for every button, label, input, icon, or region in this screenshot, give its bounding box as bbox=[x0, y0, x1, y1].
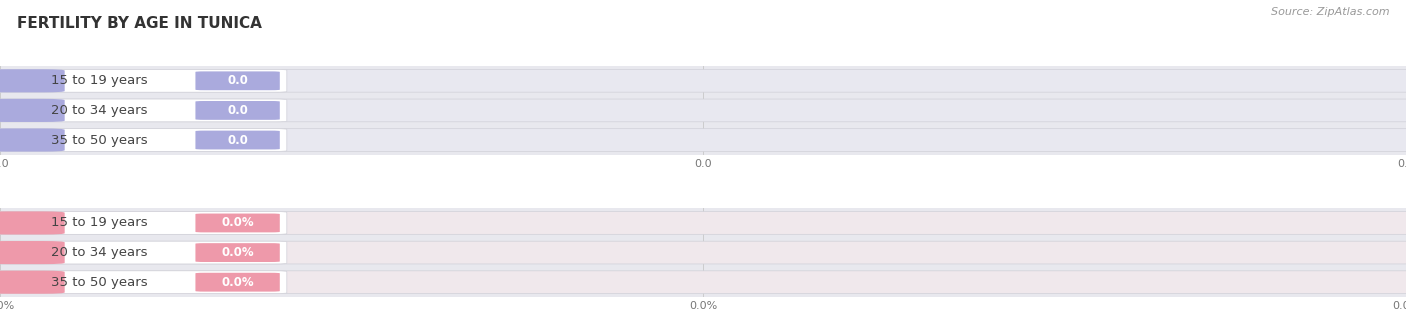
FancyBboxPatch shape bbox=[195, 273, 280, 292]
Text: 20 to 34 years: 20 to 34 years bbox=[51, 104, 148, 117]
FancyBboxPatch shape bbox=[0, 99, 65, 122]
Text: 0.0%: 0.0% bbox=[221, 246, 254, 259]
FancyBboxPatch shape bbox=[0, 271, 287, 294]
FancyBboxPatch shape bbox=[0, 241, 65, 264]
FancyBboxPatch shape bbox=[0, 69, 287, 92]
FancyBboxPatch shape bbox=[195, 71, 280, 90]
FancyBboxPatch shape bbox=[0, 128, 65, 151]
FancyBboxPatch shape bbox=[0, 212, 65, 235]
Text: 0.0: 0.0 bbox=[228, 104, 247, 117]
FancyBboxPatch shape bbox=[0, 129, 287, 151]
FancyBboxPatch shape bbox=[0, 69, 1406, 92]
FancyBboxPatch shape bbox=[195, 243, 280, 262]
Text: 20 to 34 years: 20 to 34 years bbox=[51, 246, 148, 259]
Text: 15 to 19 years: 15 to 19 years bbox=[51, 216, 148, 229]
FancyBboxPatch shape bbox=[0, 212, 287, 234]
Text: Source: ZipAtlas.com: Source: ZipAtlas.com bbox=[1271, 7, 1389, 16]
FancyBboxPatch shape bbox=[0, 271, 65, 294]
Text: 0.0%: 0.0% bbox=[221, 276, 254, 289]
FancyBboxPatch shape bbox=[0, 69, 65, 92]
Text: 35 to 50 years: 35 to 50 years bbox=[51, 276, 148, 289]
FancyBboxPatch shape bbox=[195, 131, 280, 149]
FancyBboxPatch shape bbox=[0, 129, 1406, 151]
FancyBboxPatch shape bbox=[0, 241, 1406, 264]
FancyBboxPatch shape bbox=[0, 212, 1406, 234]
FancyBboxPatch shape bbox=[0, 241, 287, 264]
FancyBboxPatch shape bbox=[195, 214, 280, 232]
Text: 15 to 19 years: 15 to 19 years bbox=[51, 74, 148, 87]
Text: 0.0: 0.0 bbox=[228, 74, 247, 87]
Text: 35 to 50 years: 35 to 50 years bbox=[51, 134, 148, 147]
FancyBboxPatch shape bbox=[0, 271, 1406, 294]
FancyBboxPatch shape bbox=[195, 101, 280, 120]
FancyBboxPatch shape bbox=[0, 99, 287, 122]
Text: 0.0: 0.0 bbox=[228, 134, 247, 147]
Text: 0.0%: 0.0% bbox=[221, 216, 254, 229]
FancyBboxPatch shape bbox=[0, 99, 1406, 122]
Text: FERTILITY BY AGE IN TUNICA: FERTILITY BY AGE IN TUNICA bbox=[17, 16, 262, 31]
